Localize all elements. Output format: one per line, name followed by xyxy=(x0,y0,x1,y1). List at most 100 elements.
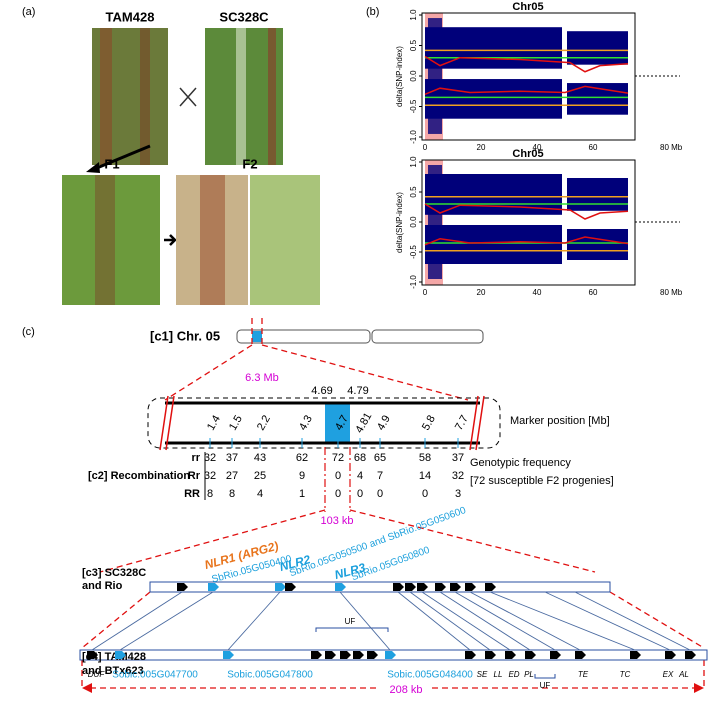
gene-arrow xyxy=(335,583,346,591)
caption: Marker position [Mb] xyxy=(510,415,610,427)
gene-arrow xyxy=(353,651,364,659)
count: 32 xyxy=(204,470,216,482)
gene-label: LL xyxy=(494,670,503,679)
marker-label: 1.5 xyxy=(227,413,245,432)
gene-arrow xyxy=(177,583,188,591)
count: 32 xyxy=(452,470,464,482)
gene-arrow xyxy=(417,583,428,591)
ortholog-link xyxy=(409,591,491,651)
track-label: [c3] SC328C xyxy=(82,567,146,579)
count: 68 xyxy=(354,452,366,464)
note: Genotypic frequency xyxy=(470,457,571,469)
arrow-head xyxy=(86,162,100,173)
gene-arrow xyxy=(275,583,286,591)
ortholog-link xyxy=(421,591,511,651)
ortholog-link xyxy=(227,591,281,651)
gene-arrow xyxy=(525,651,536,659)
y-tick-label: -1.0 xyxy=(409,275,418,289)
track-label: and Rio xyxy=(82,580,123,592)
guide-line xyxy=(261,344,469,401)
gene-label: DUF xyxy=(88,670,106,679)
gene-arrow xyxy=(311,651,322,659)
snp-cloud-extreme xyxy=(428,18,442,134)
photo-streak xyxy=(268,28,276,165)
gene-arrow xyxy=(465,583,476,591)
marker-label: 7.7 xyxy=(453,413,471,432)
gene-label: Sobic.005G047800 xyxy=(227,670,313,681)
y-tick-label: 1.0 xyxy=(409,156,418,168)
marker-label: 5.8 xyxy=(420,413,438,432)
track-label: and BTx623 xyxy=(82,665,144,677)
index-line xyxy=(424,203,629,220)
gene-label: TE xyxy=(578,670,589,679)
cluster-bracket xyxy=(315,627,556,679)
track-label: [c1] Chr. 05 xyxy=(150,328,220,343)
gene-arrow xyxy=(575,651,586,659)
x-tick-label: 60 xyxy=(589,288,598,297)
panel-label: (c) xyxy=(22,326,35,338)
bound-label: 4.79 xyxy=(347,385,368,397)
count: 58 xyxy=(419,452,431,464)
ortholog-link xyxy=(339,591,391,651)
candidate-region xyxy=(325,402,350,444)
note: [72 susceptible F2 progenies] xyxy=(470,475,614,487)
photo-streak xyxy=(200,175,225,305)
gene-label: PL xyxy=(524,670,534,679)
x-tick-label: 60 xyxy=(589,143,598,152)
gene-label: TC xyxy=(620,670,631,679)
y-tick-label: 0.0 xyxy=(409,216,418,228)
x-tick-label: 20 xyxy=(477,288,486,297)
gene-arrow xyxy=(485,651,496,659)
gene-arrow xyxy=(223,651,234,659)
locus-bar-c3 xyxy=(149,581,611,593)
marker-frame xyxy=(147,397,501,449)
ortholog-link xyxy=(544,591,671,651)
chromosome-arm xyxy=(371,329,484,344)
generation-label: F2 xyxy=(242,156,257,171)
gene-arrow xyxy=(405,583,416,591)
gene-label: AL xyxy=(678,670,689,679)
plot-title: Chr05 xyxy=(512,148,543,160)
span-label: 103 kb xyxy=(320,515,353,527)
count: 9 xyxy=(299,470,305,482)
snp-cloud xyxy=(425,27,562,69)
ortholog-link xyxy=(489,591,636,651)
gene-label: ED xyxy=(508,670,519,679)
count: 37 xyxy=(226,452,238,464)
guide-line xyxy=(164,344,253,401)
count: 0 xyxy=(357,488,363,500)
photos xyxy=(62,28,320,305)
arrow xyxy=(164,234,177,246)
track-label: [c2] Recombination xyxy=(88,470,190,482)
cluster-label: UF xyxy=(540,681,551,690)
cross-symbol xyxy=(179,87,197,107)
count: 3 xyxy=(455,488,461,500)
photo-f2-b xyxy=(250,175,320,305)
chromosome-arm xyxy=(236,329,371,344)
y-tick-label: -0.5 xyxy=(409,99,418,113)
marker-label: 4.3 xyxy=(297,413,315,432)
x-tick-label: 80 Mb xyxy=(660,143,683,152)
gene-label: Sobic.005G048400 xyxy=(387,670,473,681)
chromosome-region xyxy=(252,331,262,342)
snp-cloud-extreme xyxy=(428,165,442,279)
count: 0 xyxy=(377,488,383,500)
gene-arrow xyxy=(325,651,336,659)
count: 72 xyxy=(332,452,344,464)
x-tick-label: 40 xyxy=(533,143,542,152)
panel-label: (b) xyxy=(366,6,379,18)
gene-arrow xyxy=(505,651,516,659)
y-tick-label: 0.5 xyxy=(409,39,418,51)
x-tick-label: 0 xyxy=(423,143,428,152)
y-tick-label: 1.0 xyxy=(409,9,418,21)
gene-arrow xyxy=(685,651,696,659)
y-tick-label: 0.0 xyxy=(409,70,418,82)
guide-line xyxy=(609,591,705,649)
count: 4 xyxy=(257,488,263,500)
gene-arrow xyxy=(393,583,404,591)
count: 0 xyxy=(335,470,341,482)
marker-label: 4.81 xyxy=(353,411,374,436)
y-axis-label: delta(SNP-index) xyxy=(395,192,404,253)
snp-cloud xyxy=(567,229,628,260)
